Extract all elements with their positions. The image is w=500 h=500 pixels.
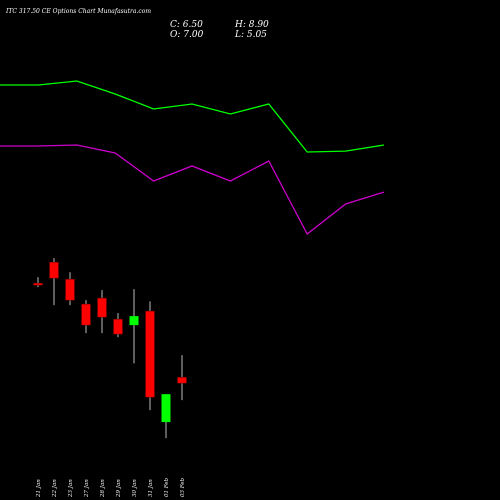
candle-body (113, 318, 123, 335)
indicator-line (0, 144, 385, 235)
candle-body (177, 377, 187, 384)
candle-body (129, 316, 139, 326)
x-tick-label: 27 Jan (84, 479, 90, 498)
x-tick-label: 31 Jan (148, 479, 154, 497)
x-tick-label: 22 Jan (52, 479, 58, 498)
info-open: O: 7.00 (170, 30, 204, 40)
x-tick-label: 03 Feb (180, 477, 186, 497)
candle-body (97, 297, 107, 318)
x-tick-label: 21 Jan (36, 479, 42, 498)
candle-body (161, 394, 171, 423)
candle-body (65, 278, 75, 301)
x-tick-label: 30 Jan (132, 479, 138, 497)
x-tick-label: 23 Jan (68, 479, 74, 498)
x-tick-label: 29 Jan (116, 479, 122, 498)
candle-body (145, 310, 155, 398)
x-tick-label: 01 Feb (164, 477, 170, 497)
indicator-line (0, 80, 385, 153)
info-close: C: 6.50 (170, 20, 203, 30)
candle-body (49, 261, 59, 279)
chart-title: ITC 317.50 CE Options Chart Munafasutra.… (5, 8, 151, 15)
info-high: H: 8.90 (234, 20, 269, 30)
candle-body (33, 282, 43, 286)
candle-body (81, 303, 91, 326)
x-tick-label: 28 Jan (100, 479, 106, 498)
info-low: L: 5.05 (234, 30, 267, 40)
